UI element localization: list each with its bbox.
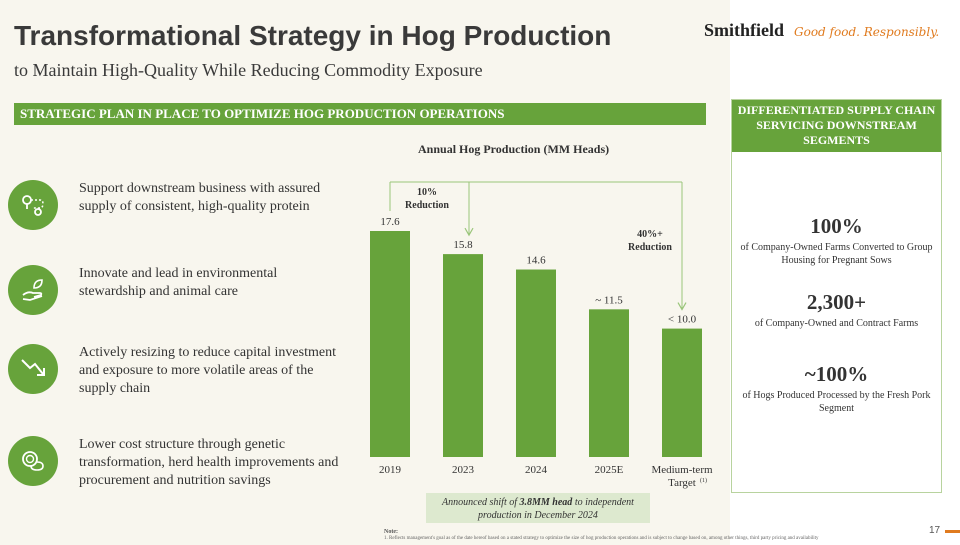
stat-value: 2,300+ xyxy=(806,290,867,314)
stat-value: ~100% xyxy=(804,362,869,386)
strategy-text: Innovate and lead in environmental stewa… xyxy=(79,266,278,299)
down-trend-icon xyxy=(8,344,58,394)
supply-chain-panel: DIFFERENTIATED SUPPLY CHAIN SERVICING DO… xyxy=(731,99,942,493)
bar xyxy=(516,269,556,457)
page-accent-bar xyxy=(945,530,960,533)
supply-route-icon xyxy=(8,180,58,230)
category-label: 2019 xyxy=(379,464,402,476)
stat-value: 100% xyxy=(810,214,863,238)
stat-block: ~100% of Hogs Produced Processed by the … xyxy=(732,362,941,415)
footnote-text: 1. Reflects management's goal as of the … xyxy=(384,536,819,541)
stat-description: of Company-Owned and Contract Farms xyxy=(754,318,919,329)
category-label: 2023 xyxy=(452,464,475,476)
bar xyxy=(370,231,410,457)
bar-value-label: 14.6 xyxy=(526,255,546,267)
bar xyxy=(662,328,702,457)
annotation-label: Reduction xyxy=(628,242,672,253)
category-label: 2025E xyxy=(595,464,624,476)
hand-leaf-icon xyxy=(8,265,58,315)
page-title: Transformational Strategy in Hog Product… xyxy=(14,20,612,51)
callout-suffix: to independent production in December 20… xyxy=(478,497,634,521)
annotation-label: 10% xyxy=(417,187,437,198)
page-number: 17 xyxy=(929,525,941,536)
bar xyxy=(443,254,483,457)
bar-value-label: 17.6 xyxy=(380,216,400,228)
callout-box: Announced shift of 3.8MM head to indepen… xyxy=(426,493,650,523)
panel-header: DIFFERENTIATED SUPPLY CHAIN SERVICING DO… xyxy=(732,100,941,152)
bar-value-label: 15.8 xyxy=(453,239,473,251)
stat-block: 100% of Company-Owned Farms Converted to… xyxy=(732,214,941,267)
stat-description: of Company-Owned Farms Converted to Grou… xyxy=(740,242,933,266)
hog-production-bar-chart: 17.6 15.8 14.6 ~ 11.5 < 10.0 2019 2023 2024 2025… xyxy=(370,181,713,489)
stat-block: 2,300+ of Company-Owned and Contract Far… xyxy=(732,290,941,330)
coins-icon xyxy=(8,436,58,486)
brand-logo: Smithfield Good food. Responsibly. xyxy=(704,20,939,41)
page-subtitle: to Maintain High-Quality While Reducing … xyxy=(14,60,483,80)
strategy-text: Lower cost structure through genetic tra… xyxy=(79,437,339,488)
brand-name: Smithfield xyxy=(704,20,785,40)
category-label: Medium-term xyxy=(651,464,713,476)
brand-tagline: Good food. Responsibly. xyxy=(794,25,940,39)
annotation-label: Reduction xyxy=(405,200,449,211)
strategy-text: Support downstream business with assured… xyxy=(79,181,321,214)
annotation-arrowhead xyxy=(464,227,474,237)
annotation-arrowhead xyxy=(677,302,687,311)
chart-title: Annual Hog Production (MM Heads) xyxy=(418,142,610,156)
stat-description: of Hogs Produced Processed by the Fresh … xyxy=(742,390,931,414)
strategy-text: Actively resizing to reduce capital inve… xyxy=(79,345,336,396)
category-label: Target xyxy=(668,477,696,489)
callout-emphasis: 3.8MM head xyxy=(519,497,573,508)
annotation-label: 40%+ xyxy=(637,229,663,240)
category-label: 2024 xyxy=(525,464,548,476)
bar xyxy=(589,309,629,457)
category-footnote-marker: (1) xyxy=(700,477,707,484)
bar-value-label: < 10.0 xyxy=(668,314,697,326)
section-banner: STRATEGIC PLAN IN PLACE TO OPTIMIZE HOG … xyxy=(14,103,706,125)
bar-value-label: ~ 11.5 xyxy=(595,294,623,306)
footnote-label: Note: xyxy=(384,529,398,535)
callout-prefix: Announced shift of xyxy=(442,497,520,508)
